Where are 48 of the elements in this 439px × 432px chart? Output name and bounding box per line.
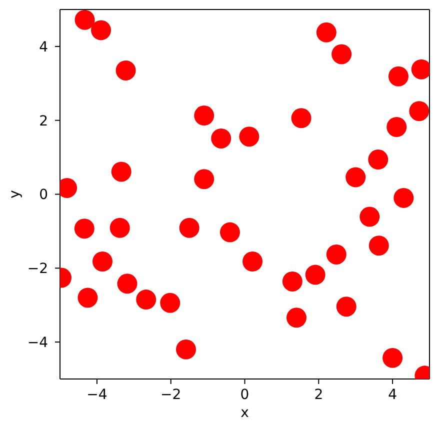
point xyxy=(239,126,260,147)
x-tick-label: −4 xyxy=(86,386,108,403)
point xyxy=(346,167,366,188)
point xyxy=(242,252,263,272)
y-tick-label: −4 xyxy=(27,335,48,352)
y-tick-label: 0 xyxy=(39,187,48,204)
point xyxy=(368,150,388,170)
point xyxy=(220,222,240,242)
point xyxy=(286,308,306,328)
point xyxy=(386,117,407,137)
point xyxy=(116,60,136,80)
y-tick-label: 4 xyxy=(39,39,48,56)
y-tick-label: −2 xyxy=(27,261,48,278)
point xyxy=(111,162,132,182)
point xyxy=(368,236,389,256)
point xyxy=(92,252,112,272)
x-tick-label: 2 xyxy=(314,386,324,403)
point xyxy=(360,206,380,227)
x-tick-label: 0 xyxy=(240,386,250,403)
x-tick-label: 4 xyxy=(388,386,398,403)
point xyxy=(136,290,156,310)
point xyxy=(382,348,403,368)
point xyxy=(409,101,430,122)
point xyxy=(74,218,94,239)
x-axis-title: x xyxy=(240,405,249,421)
x-tick-label: −2 xyxy=(160,386,182,403)
point xyxy=(110,218,130,238)
point xyxy=(282,271,302,292)
point xyxy=(394,188,414,208)
point xyxy=(74,10,95,30)
y-axis-title: y xyxy=(7,190,23,198)
point xyxy=(316,22,336,42)
point xyxy=(211,128,232,148)
point xyxy=(291,108,312,128)
point xyxy=(305,264,326,285)
y-tick-label: 2 xyxy=(39,113,48,130)
point xyxy=(194,169,214,190)
point xyxy=(117,274,138,294)
point xyxy=(91,20,112,40)
point xyxy=(388,66,408,86)
point xyxy=(179,218,200,238)
point xyxy=(326,244,346,264)
point xyxy=(194,106,214,126)
point xyxy=(332,44,352,64)
point xyxy=(160,292,180,313)
point xyxy=(78,288,98,308)
point xyxy=(336,296,356,317)
point xyxy=(176,339,196,360)
